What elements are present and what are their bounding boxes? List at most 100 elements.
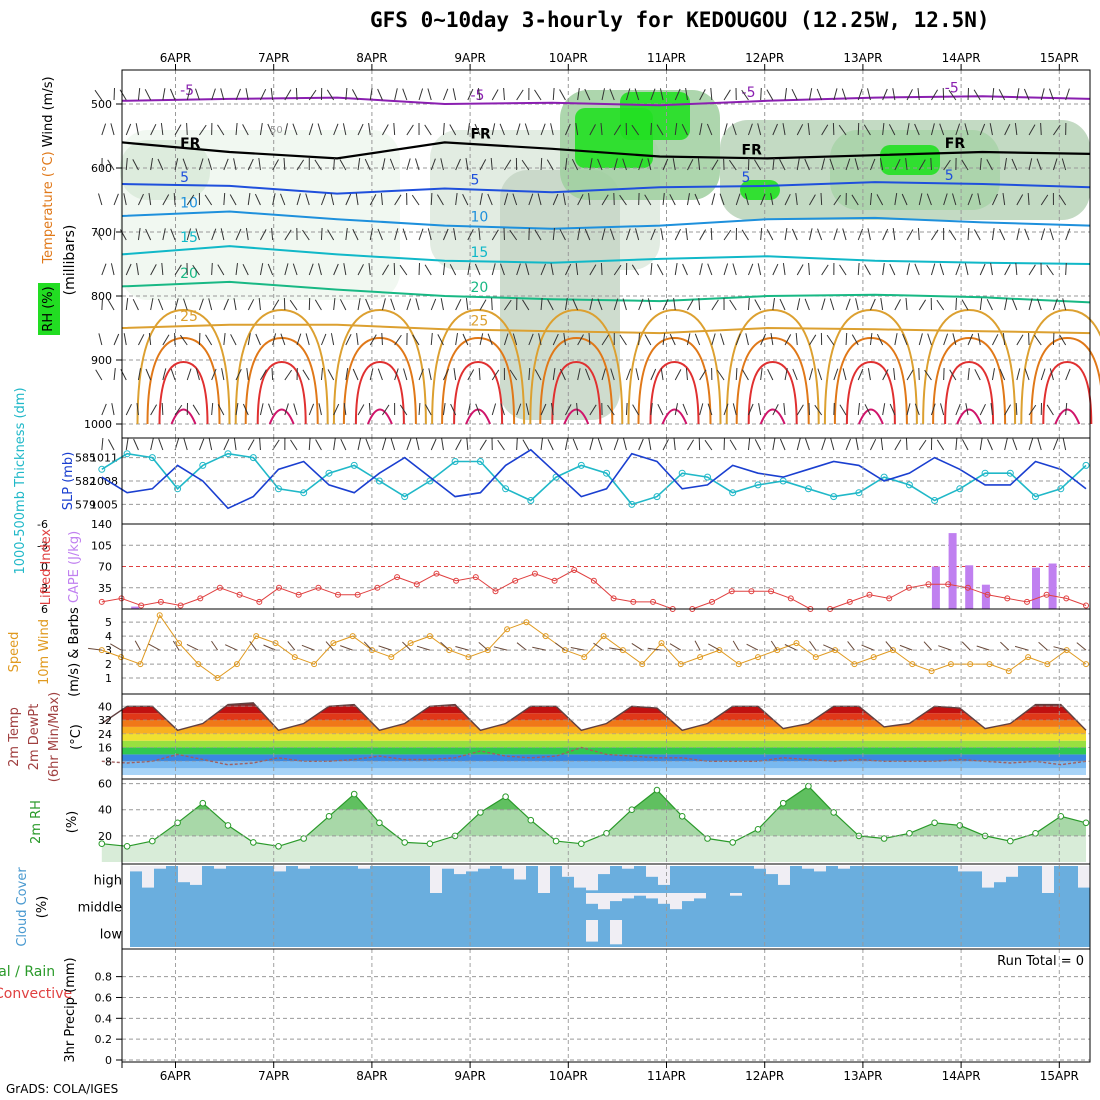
wind-point xyxy=(137,661,144,668)
wind-barb xyxy=(609,88,615,101)
wind-point xyxy=(755,654,761,661)
wind-barb xyxy=(125,157,128,171)
wind-barb xyxy=(723,229,732,241)
wind-barb xyxy=(869,158,876,171)
wind-barb xyxy=(564,298,568,311)
wind-barb xyxy=(711,333,716,346)
wind-barb xyxy=(744,193,749,206)
isotherm-line xyxy=(121,141,1091,160)
wind-point xyxy=(793,640,800,647)
rh-tick-label: 40 xyxy=(98,804,112,817)
surface-wind-barb xyxy=(416,645,431,651)
warm-isotherm xyxy=(735,336,810,425)
wind-barb xyxy=(352,368,359,381)
wind-barb xyxy=(1037,438,1042,451)
wind-barb xyxy=(179,334,188,346)
cape-tick-label: 105 xyxy=(91,539,112,552)
wind-barb xyxy=(365,298,371,311)
wind-barb xyxy=(1015,402,1018,416)
rh-point xyxy=(174,819,181,827)
cloud-bar xyxy=(454,866,466,875)
wind-barb xyxy=(150,438,154,451)
wind-barb xyxy=(418,368,424,381)
wind-barb xyxy=(107,159,115,171)
wind-barb xyxy=(525,403,530,416)
surface-wind-barb xyxy=(224,644,238,651)
wind-barb xyxy=(260,369,267,381)
wind-barb xyxy=(961,299,969,311)
isotherm-label: 20 xyxy=(470,280,488,296)
wind-point xyxy=(214,675,221,681)
wind-barb xyxy=(796,264,804,276)
wind-point xyxy=(291,654,298,661)
isotherm-label: 5 xyxy=(945,168,954,184)
wind-point xyxy=(870,654,877,661)
rh-point xyxy=(149,837,156,845)
wind-barb xyxy=(157,158,164,171)
cloud-bar xyxy=(814,866,826,872)
wind-barb xyxy=(796,404,804,416)
wind-barb xyxy=(674,263,678,276)
wind-barb xyxy=(283,157,286,171)
wind-barb xyxy=(564,438,569,451)
slp-tick-label: 1008 xyxy=(90,475,118,488)
wind-barb xyxy=(230,334,237,346)
wind-barb xyxy=(318,263,322,276)
wind-barb xyxy=(424,404,432,416)
data-point xyxy=(779,477,787,485)
warm-isotherm xyxy=(342,336,417,425)
surface-wind-barb xyxy=(340,645,353,651)
wind-barb xyxy=(449,124,457,136)
wind-barb xyxy=(622,298,627,311)
surface-wind-barb xyxy=(1038,641,1048,651)
cloud-level-label: middle xyxy=(78,901,122,916)
rh-point xyxy=(754,826,762,833)
wind-point xyxy=(407,640,414,647)
wind-barb xyxy=(223,192,226,206)
wind-barb xyxy=(577,194,584,206)
wind-barb xyxy=(352,228,359,241)
wind-point xyxy=(369,647,375,654)
wind-barb xyxy=(221,368,225,381)
wind-barb xyxy=(503,333,509,346)
wind-barb xyxy=(430,438,437,451)
wind-barb xyxy=(150,298,154,311)
wind-barb xyxy=(377,368,383,381)
surface-wind-barb xyxy=(516,642,527,651)
surface-wind-barb xyxy=(301,644,315,651)
wind-barb xyxy=(1011,298,1018,311)
dewpt-axis-label: 2m DewPt xyxy=(27,704,42,771)
wind-barb xyxy=(296,159,305,171)
wind-barb xyxy=(1040,368,1046,381)
wind-barb xyxy=(795,193,798,206)
wind-barb xyxy=(869,298,876,311)
wind-barb xyxy=(894,158,901,171)
wind-point xyxy=(465,654,472,661)
wind-barb xyxy=(610,368,615,381)
wind-barb xyxy=(999,228,1006,241)
wind-barb xyxy=(229,194,237,206)
wind-barb xyxy=(534,369,542,381)
wind-barb xyxy=(660,368,664,381)
wind-barb xyxy=(619,194,627,206)
wind-barb xyxy=(625,88,631,101)
wind-barb xyxy=(333,403,340,416)
wind-barb xyxy=(622,158,627,171)
wind-barb xyxy=(635,368,640,381)
wind-barb xyxy=(393,122,396,136)
wind-barb xyxy=(681,123,688,136)
wind-barb xyxy=(113,333,120,346)
wind-barb xyxy=(619,334,627,346)
li-point xyxy=(335,591,341,598)
wind-barb xyxy=(1027,192,1030,206)
wind-barb xyxy=(1004,158,1007,171)
wind-barb xyxy=(674,403,678,416)
warm-isotherm xyxy=(823,308,918,425)
warm-isotherm xyxy=(932,336,1007,425)
wind-barb xyxy=(867,228,871,241)
warm-isotherm xyxy=(637,336,712,425)
wind-unit-label: (m/s) & Barbs xyxy=(67,607,82,697)
rh-high-region xyxy=(620,92,690,140)
cloud-bar xyxy=(766,866,778,875)
temp-unit-label: (°C) xyxy=(69,724,84,750)
